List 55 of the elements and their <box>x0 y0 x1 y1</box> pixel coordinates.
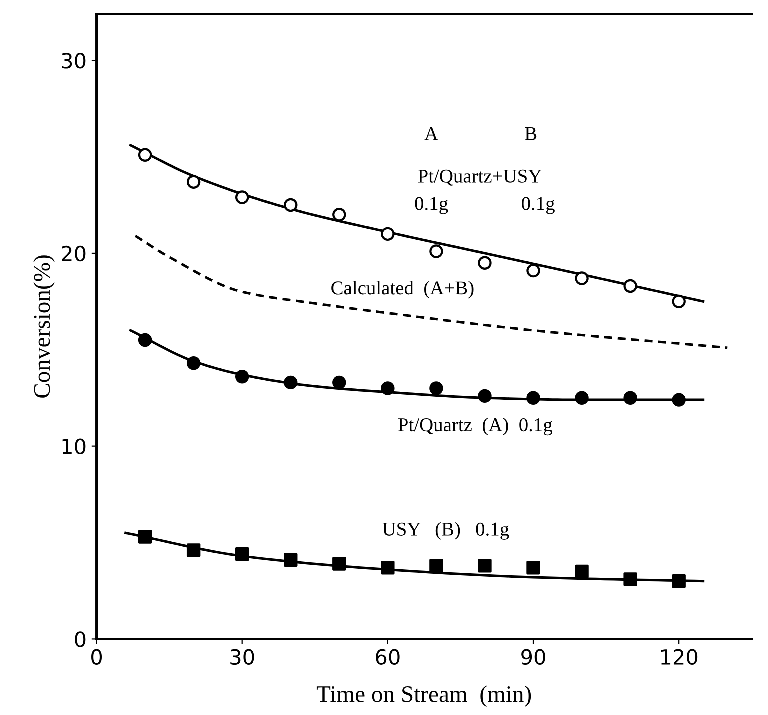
point <box>526 264 540 278</box>
point <box>478 256 492 270</box>
point <box>235 370 250 384</box>
point <box>332 557 346 571</box>
point <box>575 391 589 405</box>
annotation: Pt/Quartz (A) 0.1g <box>398 418 553 436</box>
point <box>186 544 201 558</box>
point <box>575 272 589 286</box>
point <box>624 572 638 586</box>
annotation: 0.1g <box>415 197 448 214</box>
point <box>672 393 686 407</box>
x-tick-label: 30 <box>230 649 254 666</box>
point <box>138 333 152 348</box>
point <box>575 564 589 579</box>
point <box>478 389 492 404</box>
y-tick-label: 10 <box>62 438 86 455</box>
point <box>526 391 540 405</box>
point <box>186 356 201 370</box>
point <box>284 376 298 390</box>
annotation: A <box>424 127 438 140</box>
point <box>381 560 395 575</box>
x-tick-label: 90 <box>522 649 546 666</box>
point <box>526 560 540 575</box>
annotation: Pt/Quartz+USY <box>418 170 542 186</box>
x-axis-title: Time on Stream (min) <box>316 686 532 708</box>
y-tick-label: 30 <box>62 53 86 69</box>
point <box>284 198 298 212</box>
annotation: B <box>525 127 537 140</box>
point <box>138 530 152 544</box>
point <box>235 547 250 562</box>
point <box>284 553 298 567</box>
point <box>235 190 250 204</box>
point <box>332 376 346 390</box>
annotation: 0.1g <box>522 197 555 214</box>
point <box>672 574 686 588</box>
point <box>381 227 395 242</box>
point <box>672 294 686 309</box>
point <box>430 559 444 573</box>
point <box>138 148 152 162</box>
annotation: USY (B) 0.1g <box>382 522 510 540</box>
x-tick-label: 0 <box>92 649 102 666</box>
x-tick-label: 120 <box>661 649 698 666</box>
y-axis-title: Conversion(%) <box>34 256 55 398</box>
point <box>478 559 492 573</box>
y-tick-label: 0 <box>75 632 86 648</box>
y-tick-label: 20 <box>62 246 86 262</box>
point <box>381 382 395 396</box>
point <box>624 391 638 405</box>
point <box>332 208 346 222</box>
point <box>624 279 638 294</box>
point <box>186 175 201 189</box>
point <box>430 244 444 258</box>
x-tick-label: 60 <box>376 649 400 666</box>
annotation: Calculated (A+B) <box>332 281 474 299</box>
point <box>430 382 444 396</box>
